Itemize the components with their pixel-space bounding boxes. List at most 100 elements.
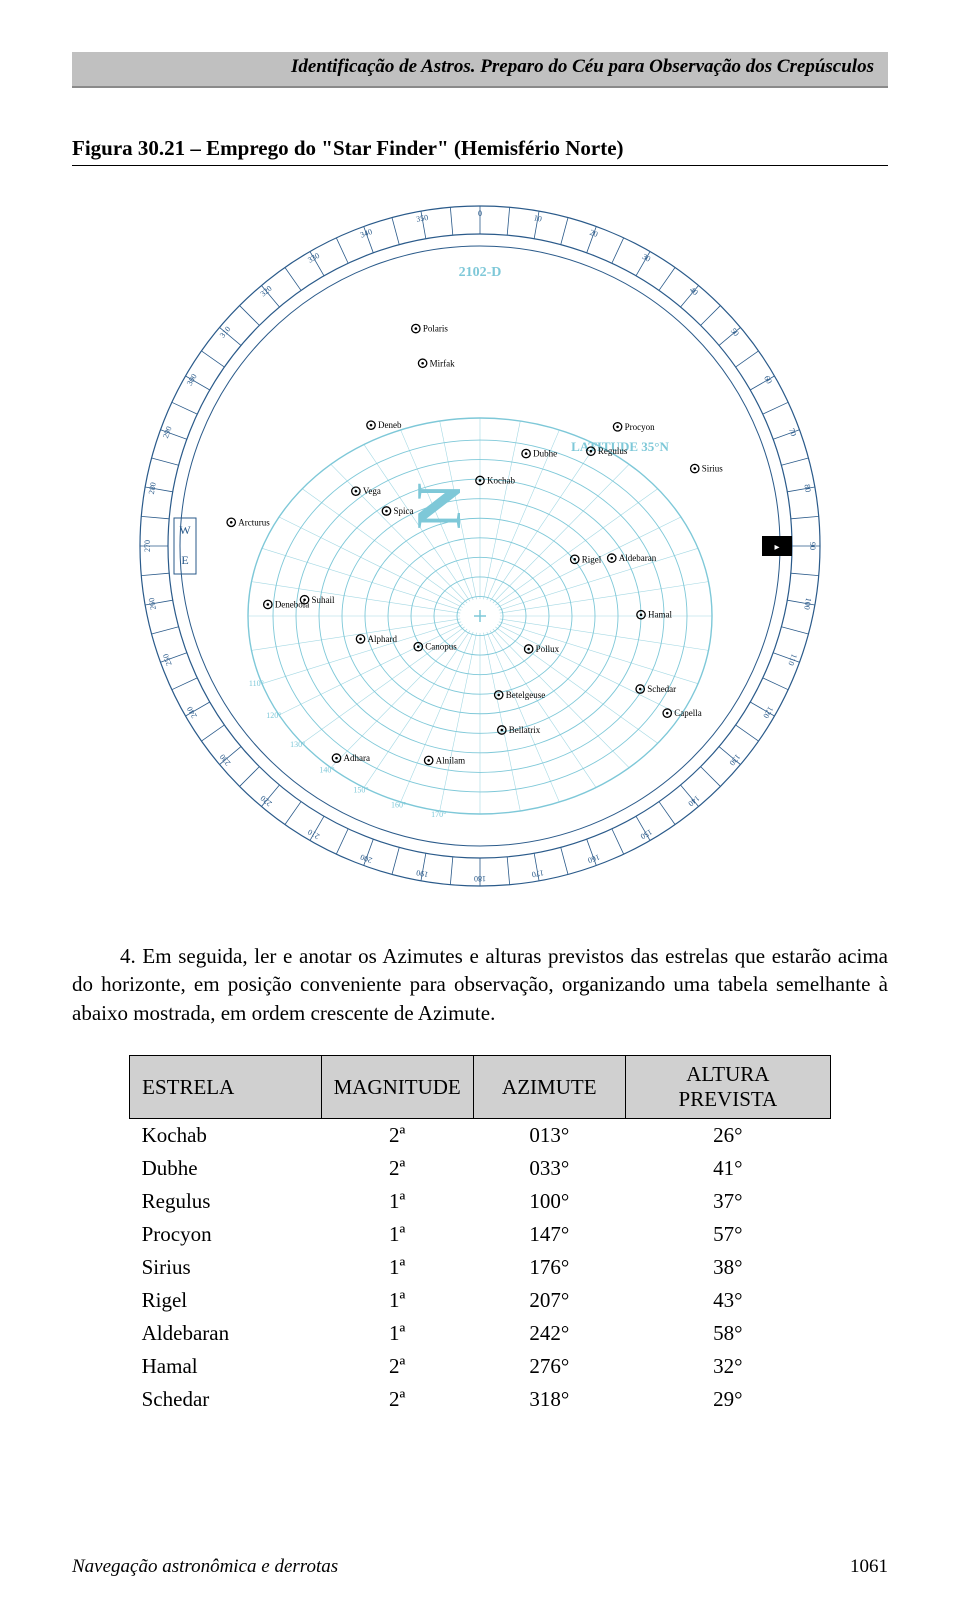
table-cell: 58°: [625, 1317, 830, 1350]
stars-table-body: Kochab2ª013°26°Dubhe2ª033°41°Regulus1ª10…: [130, 1119, 831, 1417]
svg-text:290: 290: [161, 425, 174, 439]
svg-text:280: 280: [147, 482, 158, 495]
running-title: Identificação de Astros. Preparo do Céu …: [80, 52, 880, 82]
svg-text:270: 270: [143, 540, 152, 552]
svg-text:170: 170: [531, 868, 544, 879]
svg-text:Mirfak: Mirfak: [430, 358, 455, 368]
svg-text:70: 70: [787, 427, 798, 438]
table-cell: 207°: [473, 1284, 625, 1317]
svg-text:Deneb: Deneb: [378, 420, 402, 430]
table-cell: 57°: [625, 1218, 830, 1251]
page: Identificação de Astros. Preparo do Céu …: [0, 0, 960, 1618]
table-cell: Rigel: [130, 1284, 321, 1317]
svg-text:N: N: [403, 483, 474, 529]
svg-text:W: W: [179, 523, 191, 537]
table-cell: 147°: [473, 1218, 625, 1251]
svg-text:Betelgeuse: Betelgeuse: [506, 690, 545, 700]
svg-text:110°: 110°: [249, 679, 264, 688]
table-cell: 013°: [473, 1119, 625, 1153]
table-cell: 2ª: [321, 1383, 473, 1416]
table-cell: Hamal: [130, 1350, 321, 1383]
svg-text:340: 340: [359, 227, 373, 240]
svg-text:Sirius: Sirius: [702, 464, 724, 474]
svg-text:Arcturus: Arcturus: [238, 517, 270, 527]
table-cell: 033°: [473, 1152, 625, 1185]
svg-text:200: 200: [359, 852, 373, 865]
svg-text:E: E: [181, 553, 188, 567]
svg-text:130°: 130°: [290, 740, 305, 749]
table-cell: 32°: [625, 1350, 830, 1383]
svg-text:170°: 170°: [431, 810, 446, 819]
svg-text:120°: 120°: [266, 711, 281, 720]
table-cell: 100°: [473, 1185, 625, 1218]
svg-text:100: 100: [802, 597, 813, 610]
table-cell: 1ª: [321, 1317, 473, 1350]
table-row: Hamal2ª276°32°: [130, 1350, 831, 1383]
svg-text:150°: 150°: [353, 786, 368, 795]
svg-text:Schedar: Schedar: [647, 684, 676, 694]
svg-text:180: 180: [474, 874, 486, 883]
col-header-magnitude: MAGNITUDE: [321, 1056, 473, 1119]
header-band: Identificação de Astros. Preparo do Céu …: [72, 48, 888, 88]
col-header-star: ESTRELA: [130, 1056, 321, 1119]
svg-text:Aldebaran: Aldebaran: [619, 553, 657, 563]
page-number: 1061: [850, 1556, 888, 1578]
svg-text:Adhara: Adhara: [344, 753, 371, 763]
star-finder-diagram: 0102030405060708090100110120130140150160…: [120, 186, 840, 906]
svg-text:260: 260: [147, 597, 158, 610]
table-cell: 276°: [473, 1350, 625, 1383]
svg-text:Spica: Spica: [393, 506, 413, 516]
svg-text:50: 50: [729, 326, 741, 338]
svg-text:Pollux: Pollux: [536, 644, 560, 654]
svg-text:110: 110: [786, 653, 798, 667]
svg-text:Hamal: Hamal: [648, 610, 672, 620]
table-cell: 26°: [625, 1119, 830, 1153]
body-paragraph-4: 4. Em seguida, ler e anotar os Azimutes …: [72, 942, 888, 1027]
svg-text:90: 90: [808, 542, 817, 550]
svg-text:Denebola: Denebola: [275, 599, 309, 609]
table-cell: 1ª: [321, 1218, 473, 1251]
svg-text:160°: 160°: [391, 801, 406, 810]
table-cell: Kochab: [130, 1119, 321, 1153]
table-cell: 2ª: [321, 1152, 473, 1185]
svg-text:20: 20: [588, 228, 599, 239]
svg-text:140°: 140°: [319, 765, 334, 774]
svg-text:Suhail: Suhail: [312, 595, 336, 605]
svg-text:Regulus: Regulus: [598, 446, 628, 456]
table-cell: Regulus: [130, 1185, 321, 1218]
svg-text:60: 60: [762, 374, 774, 385]
svg-text:250: 250: [161, 653, 174, 667]
table-row: Regulus1ª100°37°: [130, 1185, 831, 1218]
stars-table-head: ESTRELA MAGNITUDE AZIMUTE ALTURA PREVIST…: [130, 1056, 831, 1119]
svg-text:2102-D: 2102-D: [459, 265, 502, 280]
figure-area: 0102030405060708090100110120130140150160…: [72, 166, 888, 926]
svg-text:Procyon: Procyon: [625, 422, 655, 432]
svg-text:Bellatrix: Bellatrix: [509, 725, 541, 735]
svg-text:30: 30: [641, 252, 652, 264]
table-cell: Dubhe: [130, 1152, 321, 1185]
table-cell: 2ª: [321, 1119, 473, 1153]
table-cell: Schedar: [130, 1383, 321, 1416]
svg-text:Alphard: Alphard: [368, 634, 398, 644]
svg-text:Rigel: Rigel: [582, 554, 602, 564]
svg-text:10: 10: [533, 213, 542, 223]
svg-text:Polaris: Polaris: [423, 324, 448, 334]
svg-text:▸: ▸: [774, 542, 779, 553]
table-row: Sirius1ª176°38°: [130, 1251, 831, 1284]
svg-text:160: 160: [587, 852, 601, 865]
table-row: Procyon1ª147°57°: [130, 1218, 831, 1251]
svg-text:Dubhe: Dubhe: [533, 449, 557, 459]
table-cell: 242°: [473, 1317, 625, 1350]
table-cell: 1ª: [321, 1251, 473, 1284]
table-cell: 1ª: [321, 1284, 473, 1317]
svg-text:Kochab: Kochab: [487, 476, 515, 486]
svg-text:40: 40: [688, 285, 700, 297]
table-cell: 318°: [473, 1383, 625, 1416]
table-cell: 176°: [473, 1251, 625, 1284]
star-finder-svg: 0102030405060708090100110120130140150160…: [120, 186, 840, 906]
col-header-altitude: ALTURA PREVISTA: [625, 1056, 830, 1119]
table-cell: 43°: [625, 1284, 830, 1317]
table-row: Dubhe2ª033°41°: [130, 1152, 831, 1185]
table-cell: Sirius: [130, 1251, 321, 1284]
table-row: Aldebaran1ª242°58°: [130, 1317, 831, 1350]
